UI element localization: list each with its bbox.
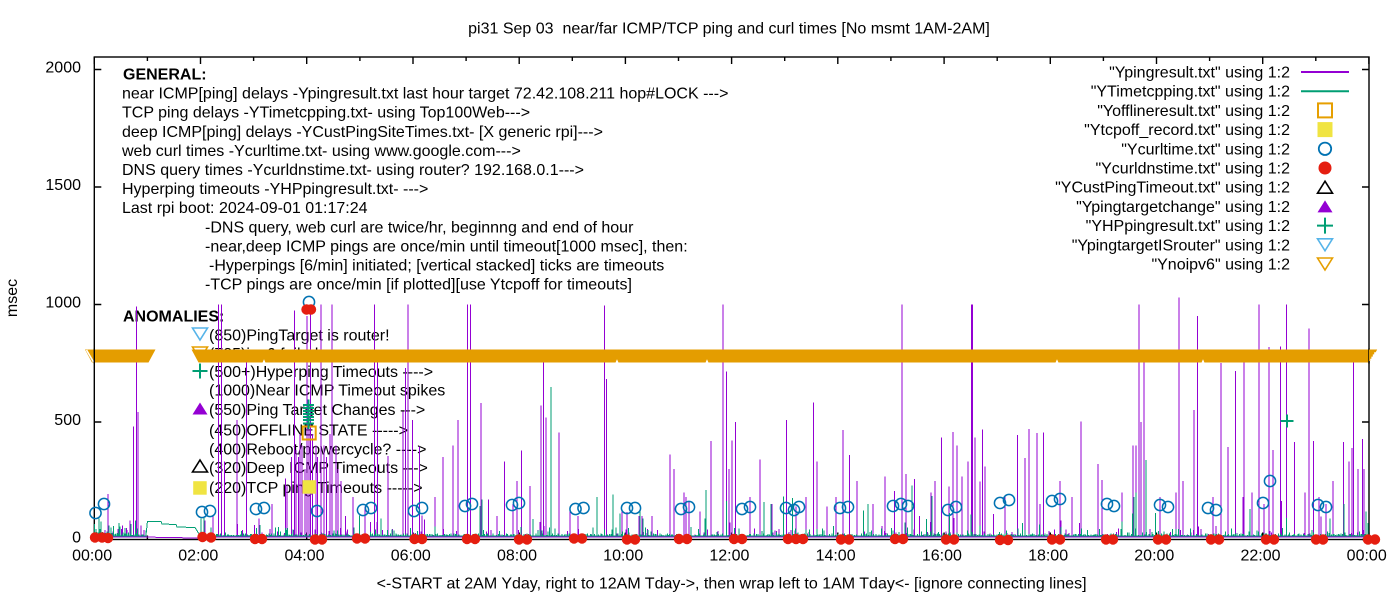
- svg-text:-Hyperpings [6/min] initiated;: -Hyperpings [6/min] initiated; [vertical…: [209, 258, 664, 275]
- svg-text:16:00: 16:00: [922, 548, 962, 565]
- svg-text:msec: msec: [4, 279, 21, 317]
- svg-text:TCP ping delays -YTimetcpping.: TCP ping delays -YTimetcpping.txt- using…: [122, 105, 530, 122]
- svg-text:08:00: 08:00: [497, 548, 537, 565]
- svg-text:-near,deep ICMP pings are once: -near,deep ICMP pings are once/min until…: [205, 238, 688, 255]
- svg-text:web curl times -Ycurltime.txt-: web curl times -Ycurltime.txt- using www…: [121, 143, 521, 160]
- svg-text:2000: 2000: [45, 60, 81, 77]
- svg-text:"Yofflineresult.txt" using 1:2: "Yofflineresult.txt" using 1:2: [1097, 103, 1290, 120]
- svg-text:(550)Ping Target Changes --->: (550)Ping Target Changes --->: [209, 402, 425, 419]
- svg-text:"Ypingresult.txt" using 1:2: "Ypingresult.txt" using 1:2: [1109, 65, 1290, 82]
- svg-text:<-START at 2AM Yday, right to: <-START at 2AM Yday, right to 12AM Tday-…: [377, 576, 1087, 593]
- svg-text:500: 500: [54, 412, 81, 429]
- svg-text:DNS query times -Ycurldnstime.: DNS query times -Ycurldnstime.txt- using…: [122, 162, 584, 179]
- svg-text:"Ynoipv6" using 1:2: "Ynoipv6" using 1:2: [1151, 257, 1290, 274]
- svg-text:(1000)Near ICMP Timeout spikes: (1000)Near ICMP Timeout spikes: [209, 383, 445, 400]
- svg-text:10:00: 10:00: [603, 548, 643, 565]
- svg-text:1000: 1000: [45, 295, 81, 312]
- svg-text:1500: 1500: [45, 177, 81, 194]
- svg-text:(400)Reboot/powercycle? ---->: (400)Reboot/powercycle? ---->: [209, 442, 426, 459]
- svg-text:(850)PingTarget is router!: (850)PingTarget is router!: [209, 328, 390, 345]
- svg-text:-TCP pings are once/min [if pl: -TCP pings are once/min [if plotted][use…: [205, 277, 632, 294]
- svg-text:04:00: 04:00: [284, 548, 324, 565]
- svg-text:12:00: 12:00: [709, 548, 749, 565]
- svg-text:GENERAL:: GENERAL:: [123, 67, 207, 84]
- svg-text:"Ycurldnstime.txt" using 1:2: "Ycurldnstime.txt" using 1:2: [1095, 161, 1290, 178]
- svg-text:06:00: 06:00: [391, 548, 431, 565]
- svg-text:"YpingtargetISrouter" using 1:: "YpingtargetISrouter" using 1:2: [1072, 237, 1290, 254]
- svg-text:pi31 Sep 03 near/far ICMP/TCP: pi31 Sep 03 near/far ICMP/TCP ping and c…: [468, 21, 990, 38]
- svg-text:deep ICMP[ping] delays -YCustP: deep ICMP[ping] delays -YCustPingSiteTim…: [122, 124, 603, 141]
- svg-text:"Ypingtargetchange" using 1:2: "Ypingtargetchange" using 1:2: [1076, 199, 1290, 216]
- svg-text:02:00: 02:00: [178, 548, 218, 565]
- svg-text:-DNS query, web curl are twice: -DNS query, web curl are twice/hr, begin…: [205, 219, 634, 236]
- svg-text:"YHPpingresult.txt" using 1:2: "YHPpingresult.txt" using 1:2: [1086, 218, 1290, 235]
- svg-text:near ICMP[ping] delays -Ypingr: near ICMP[ping] delays -Ypingresult.txt …: [122, 86, 728, 103]
- svg-text:14:00: 14:00: [816, 548, 856, 565]
- svg-text:00:00: 00:00: [72, 548, 112, 565]
- svg-text:"YTimetcpping.txt" using 1:2: "YTimetcpping.txt" using 1:2: [1091, 84, 1290, 101]
- svg-text:"YCustPingTimeout.txt" using 1: "YCustPingTimeout.txt" using 1:2: [1055, 180, 1290, 197]
- svg-text:0: 0: [72, 530, 81, 547]
- svg-text:(320)Deep ICMP Timeouts --->: (320)Deep ICMP Timeouts --->: [209, 460, 428, 477]
- svg-text:20:00: 20:00: [1134, 548, 1174, 565]
- svg-text:Hyperping timeouts -YHPpingres: Hyperping timeouts -YHPpingresult.txt- -…: [122, 181, 428, 198]
- svg-text:00:00: 00:00: [1347, 548, 1387, 565]
- svg-text:ANOMALIES:: ANOMALIES:: [123, 309, 224, 326]
- svg-text:22:00: 22:00: [1240, 548, 1280, 565]
- svg-text:"Ycurltime.txt" using 1:2: "Ycurltime.txt" using 1:2: [1121, 141, 1290, 158]
- svg-text:Last rpi boot: 2024-09-01 01:1: Last rpi boot: 2024-09-01 01:17:24: [122, 200, 368, 217]
- svg-text:18:00: 18:00: [1028, 548, 1068, 565]
- svg-text:"Ytcpoff_record.txt" using 1:2: "Ytcpoff_record.txt" using 1:2: [1084, 122, 1290, 139]
